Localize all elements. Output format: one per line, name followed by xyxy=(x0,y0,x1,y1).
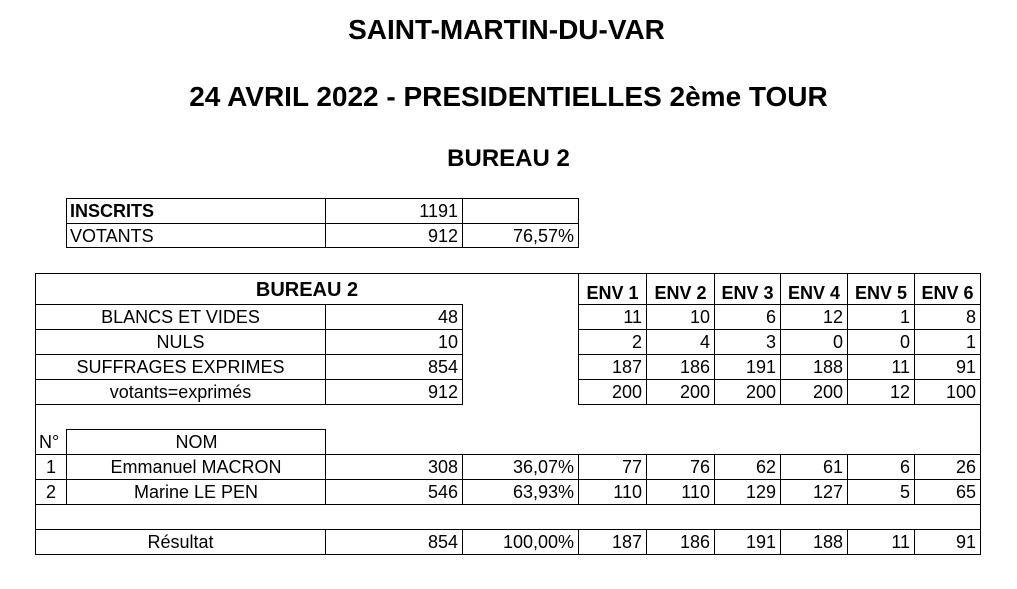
stat-env-value: 3 xyxy=(765,332,776,352)
stat-total: 912 xyxy=(427,382,458,402)
stat-env-value: 11 xyxy=(623,307,642,327)
inscrits-value: 1191 xyxy=(419,201,458,221)
result-env-value: 188 xyxy=(812,532,843,552)
stat-env-value: 1 xyxy=(965,332,976,352)
stat-env-value: 12 xyxy=(822,307,843,327)
result-env-value: 91 xyxy=(955,532,976,552)
stat-total: 10 xyxy=(437,332,458,352)
candidate-env-value: 110 xyxy=(681,482,710,502)
bureau-title: BUREAU 2 xyxy=(447,145,570,172)
candidate-env-value: 110 xyxy=(613,482,642,502)
candidate-votes: 546 xyxy=(427,482,458,502)
env-header-4: ENV 4 xyxy=(787,283,841,303)
candidate-number: 1 xyxy=(45,457,56,477)
candidate-env-value: 127 xyxy=(812,482,843,502)
stat-env-value: 187 xyxy=(611,357,642,377)
stat-env-value: 8 xyxy=(965,307,976,327)
stat-env-value: 6 xyxy=(765,307,776,327)
stat-label: NULS xyxy=(156,332,205,352)
candidate-env-value: 65 xyxy=(955,482,976,502)
stat-total: 48 xyxy=(437,307,458,327)
result-env-value: 191 xyxy=(745,532,776,552)
candidate-number: 2 xyxy=(45,482,56,502)
candidate-env-value: 76 xyxy=(689,457,710,477)
candidate-env-value: 62 xyxy=(755,457,776,477)
candidate-percent: 36,07% xyxy=(512,457,574,477)
stat-env-value: 2 xyxy=(631,332,642,352)
votants-percent: 76,57% xyxy=(512,226,574,246)
stat-env-value: 200 xyxy=(812,382,843,402)
stat-total: 854 xyxy=(427,357,458,377)
stat-env-value: 0 xyxy=(899,332,910,352)
env-header-3: ENV 3 xyxy=(721,283,774,303)
env-header-5: ENV 5 xyxy=(854,283,908,303)
result-label: Résultat xyxy=(147,532,214,552)
result-env-value: 11 xyxy=(891,532,910,552)
stat-env-value: 0 xyxy=(832,332,843,352)
num-header-label: N° xyxy=(39,432,60,452)
stat-label: SUFFRAGES EXPRIMES xyxy=(76,357,285,377)
election-title: 24 AVRIL 2022 - PRESIDENTIELLES 2ème TOU… xyxy=(189,81,828,112)
stat-env-value: 91 xyxy=(955,357,976,377)
name-header-label: NOM xyxy=(175,432,218,452)
stat-env-value: 200 xyxy=(745,382,776,402)
stat-label: votants=exprimés xyxy=(109,382,252,402)
stat-env-value: 191 xyxy=(745,357,776,377)
results-bureau-label: BUREAU 2 xyxy=(255,279,359,301)
result-percent: 100,00% xyxy=(502,532,574,552)
stat-label: BLANCS ET VIDES xyxy=(101,307,260,327)
result-votes: 854 xyxy=(427,532,458,552)
stat-env-value: 10 xyxy=(689,307,710,327)
commune-title: SAINT-MARTIN-DU-VAR xyxy=(348,14,665,45)
result-env-value: 187 xyxy=(611,532,642,552)
stat-env-value: 4 xyxy=(699,332,710,352)
stat-env-value: 1 xyxy=(899,307,910,327)
inscrits-label: INSCRITS xyxy=(70,201,155,221)
candidate-env-value: 61 xyxy=(822,457,843,477)
candidate-env-value: 129 xyxy=(745,482,776,502)
candidate-name: Marine LE PEN xyxy=(133,482,259,502)
env-header-6: ENV 6 xyxy=(921,283,974,303)
stat-env-value: 12 xyxy=(889,382,910,402)
stat-env-value: 100 xyxy=(945,382,976,402)
stat-env-value: 188 xyxy=(812,357,843,377)
env-header-1: ENV 1 xyxy=(586,283,639,303)
candidate-name: Emmanuel MACRON xyxy=(110,457,282,477)
candidate-env-value: 6 xyxy=(899,457,910,477)
stat-env-value: 200 xyxy=(611,382,642,402)
candidate-env-value: 26 xyxy=(955,457,976,477)
result-env-value: 186 xyxy=(679,532,710,552)
candidate-env-value: 77 xyxy=(621,457,642,477)
env-header-2: ENV 2 xyxy=(654,283,707,303)
candidate-votes: 308 xyxy=(427,457,458,477)
candidate-percent: 63,93% xyxy=(512,482,574,502)
stat-env-value: 11 xyxy=(891,357,910,377)
stat-env-value: 186 xyxy=(679,357,710,377)
stat-env-value: 200 xyxy=(679,382,710,402)
votants-label: VOTANTS xyxy=(70,226,154,246)
votants-value: 912 xyxy=(427,226,458,246)
candidate-env-value: 5 xyxy=(899,482,910,502)
